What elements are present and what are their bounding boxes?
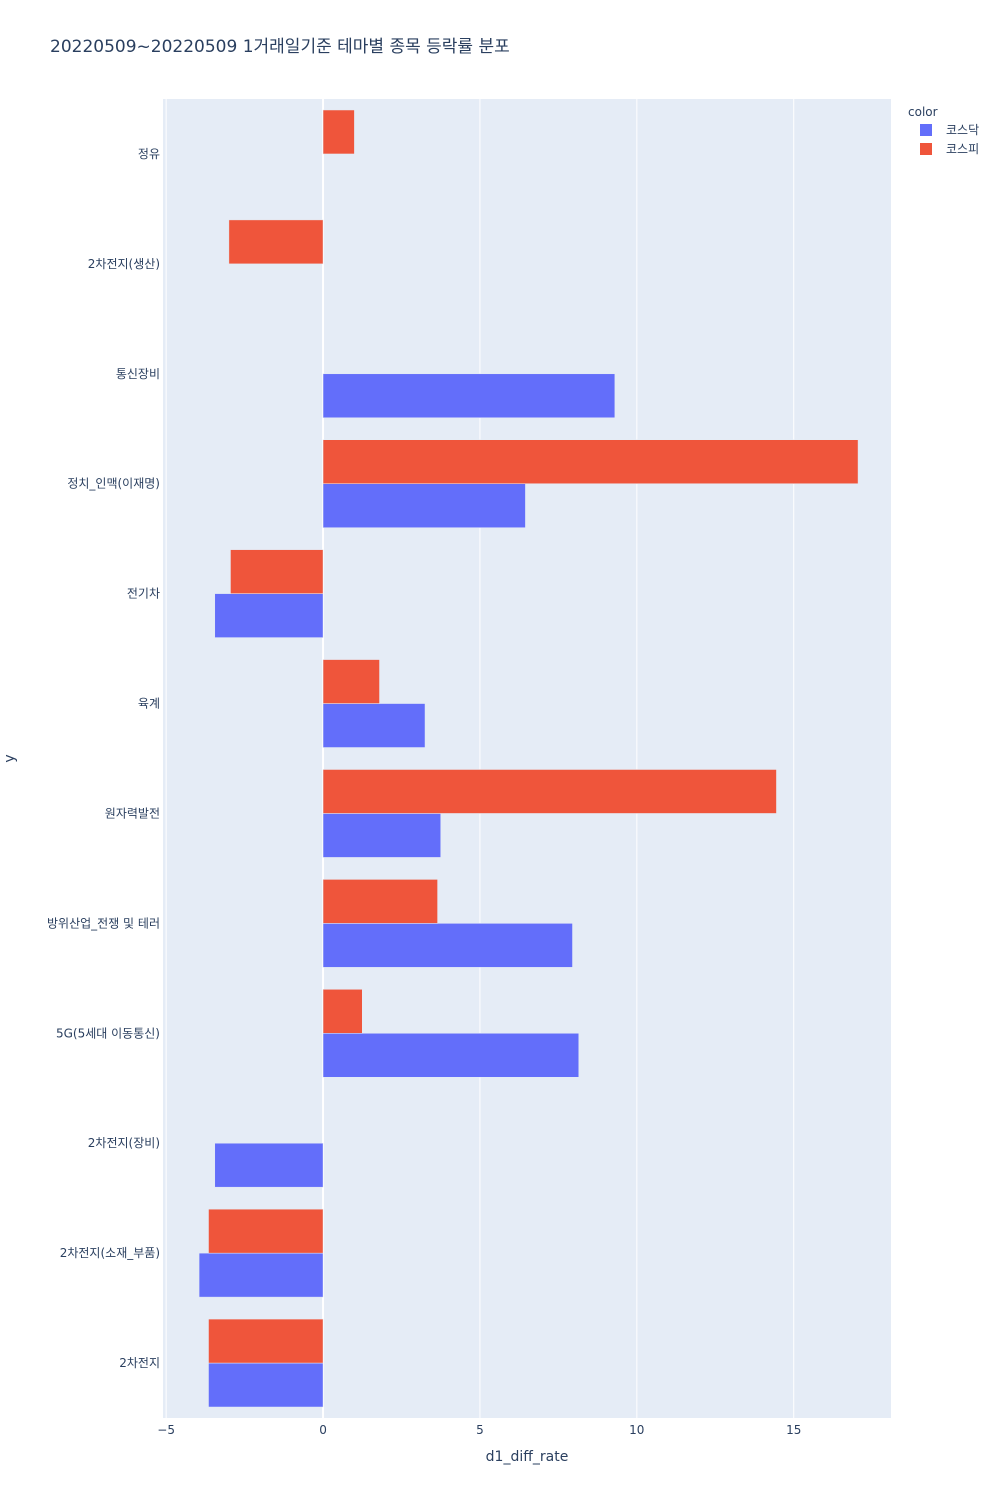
y-tick-label: 정치_인맥(이재명) [67,477,160,491]
y-tick-label: 2차전지(장비) [88,1136,160,1150]
bar-kospi [230,549,324,594]
y-tick-label: 원자력발전 [105,806,160,820]
legend-label: 코스닥 [946,123,979,137]
legend-swatch [920,124,932,136]
y-tick-label: 2차전지 [119,1356,160,1370]
grid-lines [165,99,795,1418]
chart-title: 20220509~20220509 1거래일기준 테마별 종목 등락률 분포 [50,37,510,57]
bar-kosdaq [214,593,324,638]
y-tick-label: 5G(5세대 이동통신) [56,1026,160,1040]
legend-item[interactable]: 코스피 [920,142,979,156]
x-tick-labels: −5 0 5 10 15 [157,1423,801,1437]
y-tick-label: 전기차 [127,587,160,601]
y-tick-label: 육계 [138,697,160,711]
x-tick-label: 10 [629,1423,644,1437]
y-axis-title: y [2,754,18,762]
bar-kosdaq [322,703,426,748]
y-tick-label: 정유 [138,147,160,161]
y-tick-label: 방위산업_전쟁 및 테러 [47,916,160,930]
legend-item[interactable]: 코스닥 [920,123,979,137]
x-axis-title: d1_diff_rate [486,1449,569,1465]
bar-kosdaq [322,373,616,419]
bar-kospi [322,109,355,155]
y-tick-label: 2차전지(소재_부품) [60,1246,160,1260]
bar-kospi [228,219,324,265]
bar-kospi [322,879,438,924]
bar-kosdaq [322,1033,580,1078]
bar-kosdaq [214,1142,324,1188]
legend-title: color [908,105,938,119]
x-tick-label: 5 [476,1423,484,1437]
bar-kospi [322,439,859,484]
plot-background [163,99,891,1418]
bar-kosdaq [208,1362,324,1408]
bar-kospi [322,659,380,704]
y-tick-label: 통신장비 [116,367,160,381]
bar-kospi [208,1318,324,1364]
bar-kospi [322,989,363,1034]
bar-kospi [208,1208,324,1254]
legend-swatch [920,143,932,155]
bar-kosdaq [322,813,441,858]
x-tick-label: 15 [786,1423,801,1437]
bar-kosdaq [322,483,526,528]
bar-kosdaq [322,923,573,968]
y-tick-label: 2차전지(생산) [88,257,160,271]
bar-kospi [322,769,777,814]
x-tick-label: 0 [319,1423,327,1437]
x-tick-label: −5 [157,1423,175,1437]
legend-label: 코스피 [946,142,979,156]
bars [198,109,859,1408]
bar-kosdaq [198,1252,324,1298]
